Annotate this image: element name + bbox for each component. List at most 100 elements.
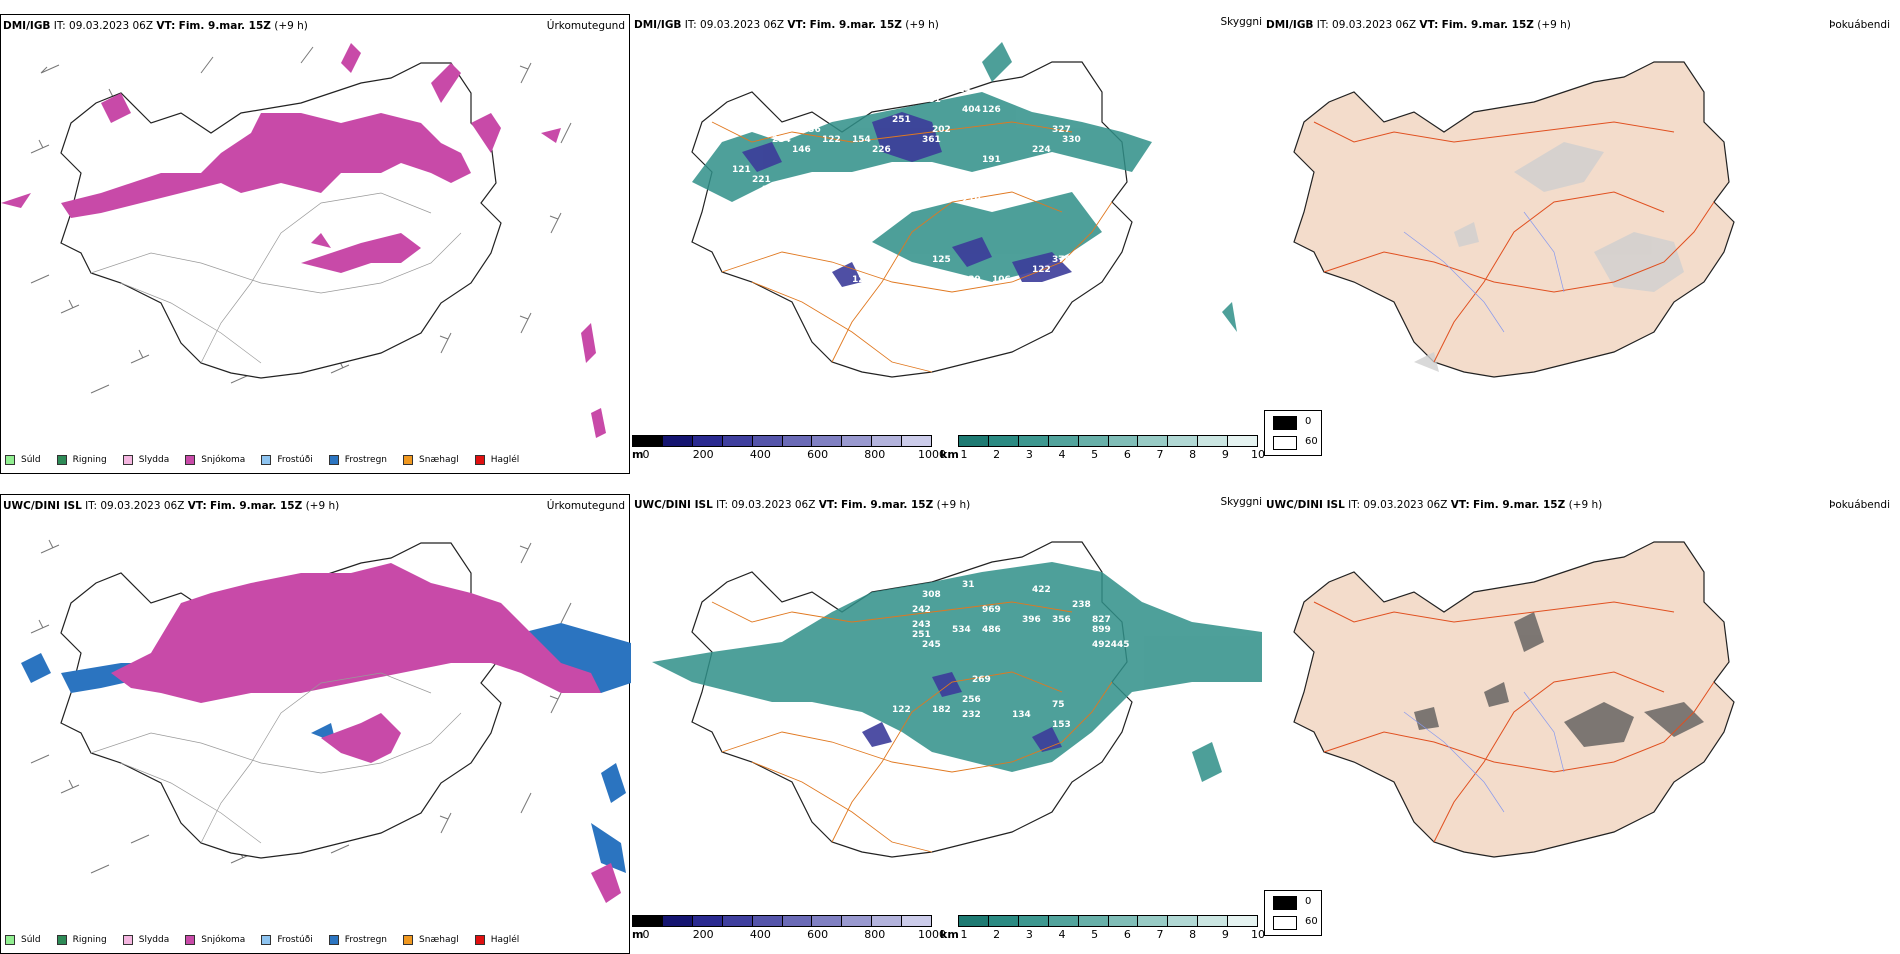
- legend-item: Snæhagl: [403, 935, 459, 945]
- legend-label: Snæhagl: [419, 455, 459, 465]
- visibility-value: 327: [1052, 125, 1071, 135]
- visibility-value: 182: [932, 705, 951, 715]
- legend-label: Frostregn: [344, 455, 388, 465]
- scale-tick-label: 10: [1251, 448, 1265, 461]
- visibility-value: 308: [922, 590, 941, 600]
- legend-label: Snæhagl: [419, 935, 459, 945]
- visibility-value: 179: [912, 165, 931, 175]
- visibility-value: 251: [912, 630, 931, 640]
- precip-type-panel-top: DMI/IGB IT: 09.03.2023 06Z VT: Fim. 9.ma…: [0, 14, 630, 474]
- visibility-value: 486: [982, 625, 1001, 635]
- visibility-value: 127: [852, 275, 871, 285]
- legend-swatch: [403, 935, 414, 945]
- legend-swatch: [474, 935, 485, 945]
- legend-swatch: [5, 455, 15, 465]
- visibility-value: 122: [892, 705, 911, 715]
- scale-tick-label: 10: [1251, 928, 1265, 941]
- visibility-value: 224: [1032, 145, 1051, 155]
- visibility-value: 424: [892, 95, 911, 105]
- scale-tick-label: 0: [642, 928, 650, 941]
- visibility-value: 125: [932, 255, 951, 265]
- visibility-value: 262: [932, 185, 951, 195]
- legend-item: Súld: [5, 455, 41, 465]
- scale-tick-label: 2: [993, 928, 1001, 941]
- visibility-value: 899: [1092, 625, 1111, 635]
- legend-swatch: [185, 455, 196, 465]
- visibility-value: 197: [1032, 105, 1051, 115]
- river-network: [1403, 691, 1565, 813]
- legend-label: Rigning: [72, 935, 107, 945]
- scale-tick-label: 5: [1091, 928, 1099, 941]
- visibility-value: 139: [962, 275, 981, 285]
- fog-legend-black: [1273, 416, 1297, 430]
- height-scale-unit: m: [632, 928, 644, 941]
- legend-swatch: [261, 935, 272, 945]
- freezing-rain-areas: [21, 623, 631, 873]
- panel-title: UWC/DINI ISL IT: 09.03.2023 06Z VT: Fim.…: [3, 500, 340, 512]
- precip-type-panel-bottom: UWC/DINI ISL IT: 09.03.2023 06Z VT: Fim.…: [0, 494, 631, 954]
- panel-kind-label: Úrkomutegund: [546, 20, 625, 32]
- visibility-value: 153: [1052, 720, 1071, 730]
- legend-label: Slydda: [138, 935, 170, 945]
- legend-item: Snæhagl: [403, 455, 459, 465]
- scale-tick-label: 8: [1189, 928, 1197, 941]
- visibility-value: 122: [1032, 265, 1051, 275]
- panel-title: DMI/IGB IT: 09.03.2023 06Z VT: Fim. 9.ma…: [1266, 19, 1571, 31]
- visibility-value: 210: [962, 195, 981, 205]
- visibility-value: 191: [982, 155, 1001, 165]
- legend-swatch: [5, 935, 15, 945]
- legend-label: Snjókoma: [201, 935, 246, 945]
- visibility-value: 238: [1072, 600, 1091, 610]
- visibility-value: 827: [1092, 615, 1111, 625]
- legend-label: Snjókoma: [201, 455, 246, 465]
- fog-shading: [1414, 142, 1684, 372]
- panel-kind-label: Þokuábendi: [1829, 499, 1890, 511]
- scale-tick-label: 9: [1221, 448, 1229, 461]
- height-colorbar: [632, 915, 932, 927]
- legend-swatch: [56, 455, 67, 465]
- visibility-value: 31: [962, 580, 975, 590]
- legend-swatch: [261, 455, 272, 465]
- legend-label: Rigning: [72, 455, 107, 465]
- iceland-outline: [1293, 541, 1735, 858]
- panel-kind-label: Skyggni: [1220, 496, 1263, 508]
- visibility-value: 236: [802, 125, 821, 135]
- road-network: [90, 672, 462, 844]
- visibility-value: 243: [912, 620, 931, 630]
- visibility-value: 234: [772, 135, 791, 145]
- fog-legend: 0 60: [1264, 410, 1322, 456]
- legend-swatch: [56, 935, 67, 945]
- visibility-scale-unit: km: [940, 928, 959, 941]
- visibility-value: 122: [822, 135, 841, 145]
- visibility-value: 404: [962, 105, 981, 115]
- visibility-value: 356: [1052, 615, 1071, 625]
- legend-label: Haglél: [490, 455, 520, 465]
- panel-title: UWC/DINI ISL IT: 09.03.2023 06Z VT: Fim.…: [634, 499, 971, 511]
- visibility-scale-unit: km: [940, 448, 959, 461]
- legend-label: Slydda: [138, 455, 170, 465]
- panel-kind-label: Úrkomutegund: [546, 500, 625, 512]
- visibility-value: 375: [1052, 255, 1071, 265]
- scale-tick-label: 4: [1058, 928, 1066, 941]
- legend-item: Rigning: [56, 935, 107, 945]
- panel-kind-label: Skyggni: [1220, 16, 1263, 28]
- legend-item: Snjókoma: [185, 935, 245, 945]
- scale-tick-label: 1: [960, 928, 968, 941]
- iceland-outline: [1293, 61, 1735, 378]
- visibility-value: 422: [1032, 585, 1051, 595]
- scale-tick-label: 1: [960, 448, 968, 461]
- road-network: [711, 121, 1113, 373]
- scale-tick-label: 3: [1025, 448, 1033, 461]
- visibility-value: 256: [962, 695, 981, 705]
- scale-tick-label: 200: [692, 448, 714, 461]
- visibility-colorbar: [958, 435, 1258, 447]
- legend-label: Frostregn: [344, 935, 388, 945]
- panel-title: UWC/DINI ISL IT: 09.03.2023 06Z VT: Fim.…: [1266, 499, 1603, 511]
- fog-indicator-panel-bottom: UWC/DINI ISL IT: 09.03.2023 06Z VT: Fim.…: [1264, 494, 1894, 954]
- river-network: [1403, 211, 1565, 333]
- visibility-value: 269: [972, 675, 991, 685]
- panel-title: DMI/IGB IT: 09.03.2023 06Z VT: Fim. 9.ma…: [634, 19, 939, 31]
- legend-swatch: [122, 455, 133, 465]
